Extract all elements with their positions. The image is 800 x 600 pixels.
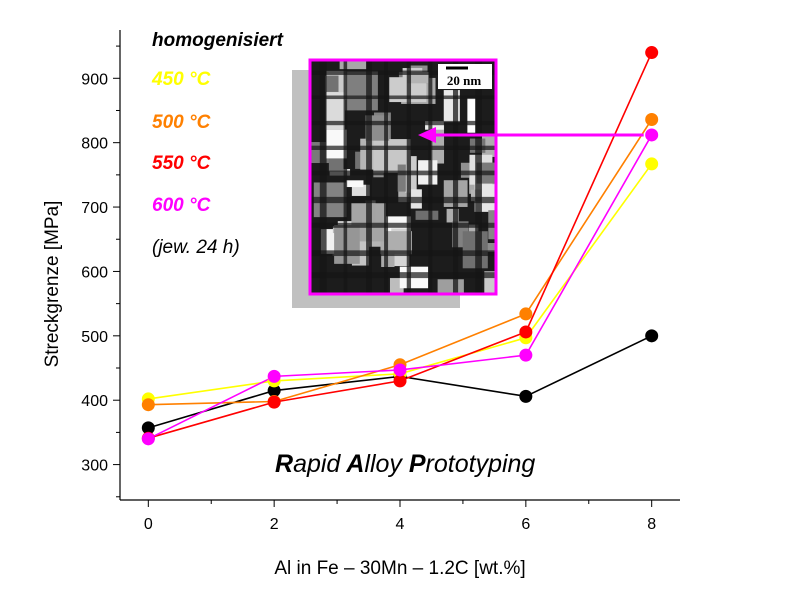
arrow-head <box>418 126 436 143</box>
micrograph-grain <box>484 271 496 294</box>
micrograph-dark-band <box>310 120 496 126</box>
micrograph-grain <box>398 187 410 203</box>
micrograph-dark-band <box>406 60 412 294</box>
y-tick-label: 800 <box>81 136 108 153</box>
annotation-initial: R <box>275 450 293 478</box>
legend-heading: homogenisiert <box>152 30 284 51</box>
micrograph-dark-band <box>310 250 496 257</box>
x-tick-group: 0 2 4 6 8 <box>144 500 656 533</box>
x-tick-label: 8 <box>647 516 656 533</box>
micrograph-grain <box>346 180 364 188</box>
legend: homogenisiert 450 °C 500 °C 550 °C 600 °… <box>151 30 284 258</box>
y-tick-label: 300 <box>81 458 108 475</box>
data-point-550-c <box>267 395 281 409</box>
y-tick-group: 300 400 500 600 700 800 900 <box>81 45 120 498</box>
micrograph-grain <box>324 75 339 92</box>
micrograph-grain <box>481 134 496 157</box>
micrograph-grain <box>339 60 367 70</box>
micrograph-dark-band <box>343 60 348 294</box>
micrograph-grain <box>397 164 406 192</box>
annotation-word-rest: rototyping <box>426 450 536 478</box>
y-axis-label: Streckgrenze [MPa] <box>42 201 63 368</box>
micrograph-grain <box>361 238 389 247</box>
legend-450c: 450 °C <box>151 69 211 90</box>
data-point-450-c <box>645 157 659 171</box>
micrograph-grain <box>480 242 496 252</box>
inset-arrow <box>418 126 644 143</box>
data-point-500-c <box>645 112 659 126</box>
data-point-600-c <box>141 432 155 446</box>
micrograph-dark-band <box>366 60 372 294</box>
y-tick-label: 500 <box>81 329 108 346</box>
x-axis-label: Al in Fe – 30Mn – 1.2C [wt.%] <box>274 558 525 579</box>
micrograph-texture <box>310 60 496 294</box>
legend-550c: 550 °C <box>152 153 211 174</box>
micrograph-dark-band <box>452 60 459 294</box>
annotation-word-rest: lloy <box>364 450 403 478</box>
micrograph-dark-band <box>310 196 496 204</box>
data-point-550-c <box>645 46 659 60</box>
data-point-homogenisiert <box>645 329 659 343</box>
data-point-550-c <box>519 325 533 339</box>
y-tick-label: 600 <box>81 264 108 281</box>
micrograph-dark-band <box>310 70 496 75</box>
micrograph-inset: 20 nm <box>292 58 498 308</box>
micrograph-dark-band <box>310 272 496 279</box>
micrograph-dark-band <box>384 60 389 294</box>
data-point-homogenisiert <box>519 389 533 403</box>
x-tick-label: 2 <box>270 516 279 533</box>
legend-note: (jew. 24 h) <box>152 237 240 258</box>
data-point-500-c <box>519 307 533 321</box>
y-tick-label: 900 <box>81 71 108 88</box>
data-point-600-c <box>519 348 533 362</box>
y-tick-label: 700 <box>81 200 108 217</box>
legend-600c: 600 °C <box>152 195 211 216</box>
annotation-initial: P <box>402 450 426 478</box>
data-point-600-c <box>645 128 659 142</box>
micrograph-dark-band <box>310 222 496 228</box>
micrograph-grain <box>351 184 370 196</box>
series-markers <box>141 46 659 446</box>
micrograph-grain <box>380 231 412 255</box>
y-tick-label: 400 <box>81 393 108 410</box>
micrograph-grain <box>325 129 347 159</box>
micrograph-grain <box>407 71 430 84</box>
micrograph-dark-band <box>475 60 482 294</box>
x-tick-label: 0 <box>144 516 153 533</box>
x-tick-label: 6 <box>521 516 530 533</box>
annotation-initial: A <box>340 450 364 478</box>
micrograph-grain <box>467 98 476 133</box>
annotation-word-rest: apid <box>293 450 341 478</box>
data-point-600-c <box>267 369 281 383</box>
micrograph-dark-band <box>310 145 496 150</box>
data-point-homogenisiert <box>267 384 281 398</box>
micrograph-dark-band <box>319 60 327 294</box>
data-point-600-c <box>393 363 407 377</box>
micrograph-dark-band <box>428 60 433 294</box>
micrograph-grain <box>425 121 444 130</box>
legend-500c: 500 °C <box>152 112 211 133</box>
scale-bar-label: 20 nm <box>447 73 481 88</box>
micrograph-grain <box>325 92 346 130</box>
data-point-homogenisiert <box>141 421 155 435</box>
micrograph-grain <box>415 210 439 220</box>
annotation-rapid-alloy-prototyping: Rapid Alloy Prototyping <box>275 450 535 478</box>
micrograph-dark-band <box>310 95 496 100</box>
inset-frame <box>308 58 498 296</box>
data-point-550-c <box>393 374 407 388</box>
micrograph-dark-band <box>310 170 496 176</box>
data-point-500-c <box>141 398 155 412</box>
x-tick-label: 4 <box>396 516 405 533</box>
